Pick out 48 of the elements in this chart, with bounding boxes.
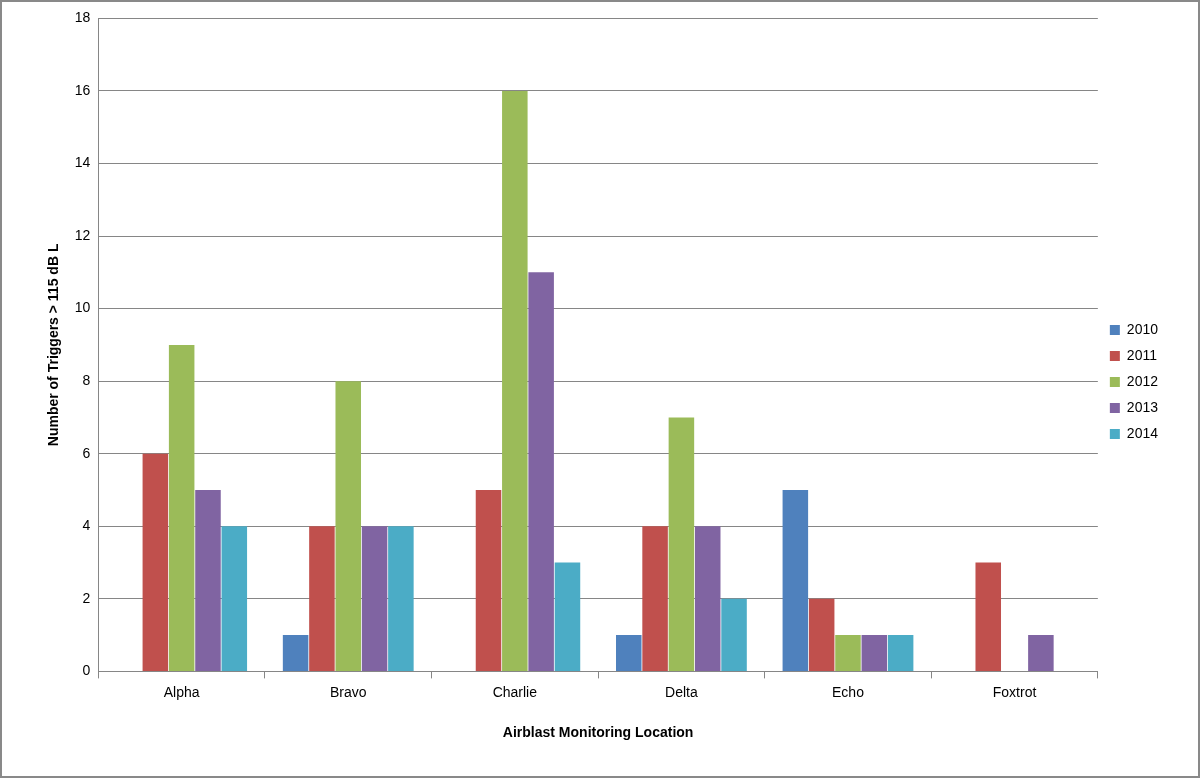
x-tick-label: Bravo [329,683,367,700]
legend-label: 2010 [1126,320,1159,337]
legend-label: 2013 [1126,398,1159,415]
bar [475,490,502,671]
bar [221,526,248,671]
y-tick-label: 10 [74,299,91,316]
bar [361,526,388,671]
y-tick-label: 4 [82,517,91,534]
bar [694,526,721,671]
y-tick-label: 14 [74,154,91,171]
bar [335,381,362,671]
x-axis-title: Airblast Monitoring Location [502,724,694,741]
x-tick-label: Alpha [163,683,200,700]
bar [502,90,528,671]
y-tick-label: 12 [74,226,91,243]
bar [195,490,221,671]
bar [142,453,169,671]
bar [528,272,554,671]
legend-label: 2014 [1126,424,1159,441]
x-tick-label: Foxtrot [992,683,1037,700]
x-tick-label: Echo [832,683,865,700]
x-tick-label: Charlie [492,683,538,700]
y-tick-label: 0 [82,662,91,679]
bar [282,635,309,671]
y-axis-title: Number of Triggers > 115 dB L [45,243,62,447]
bar [168,344,195,671]
y-tick-label: 6 [82,444,91,461]
bar [782,490,809,671]
y-tick-label: 16 [74,81,91,98]
bar [616,635,642,671]
bar [721,598,747,671]
bar [668,417,695,671]
bar [975,562,1002,671]
bar [642,526,668,671]
x-tick-label: Delta [665,683,698,700]
bar [835,635,861,671]
bar [887,635,914,671]
legend-label: 2011 [1126,346,1158,363]
y-tick-label: 2 [82,589,91,606]
bar [309,526,335,671]
bar [808,598,835,671]
y-tick-label: 18 [74,9,91,26]
bar [861,635,888,671]
bar [554,562,581,671]
legend-label: 2012 [1126,372,1159,389]
bar [388,526,414,671]
bar [1028,635,1054,671]
y-tick-label: 8 [82,372,91,389]
